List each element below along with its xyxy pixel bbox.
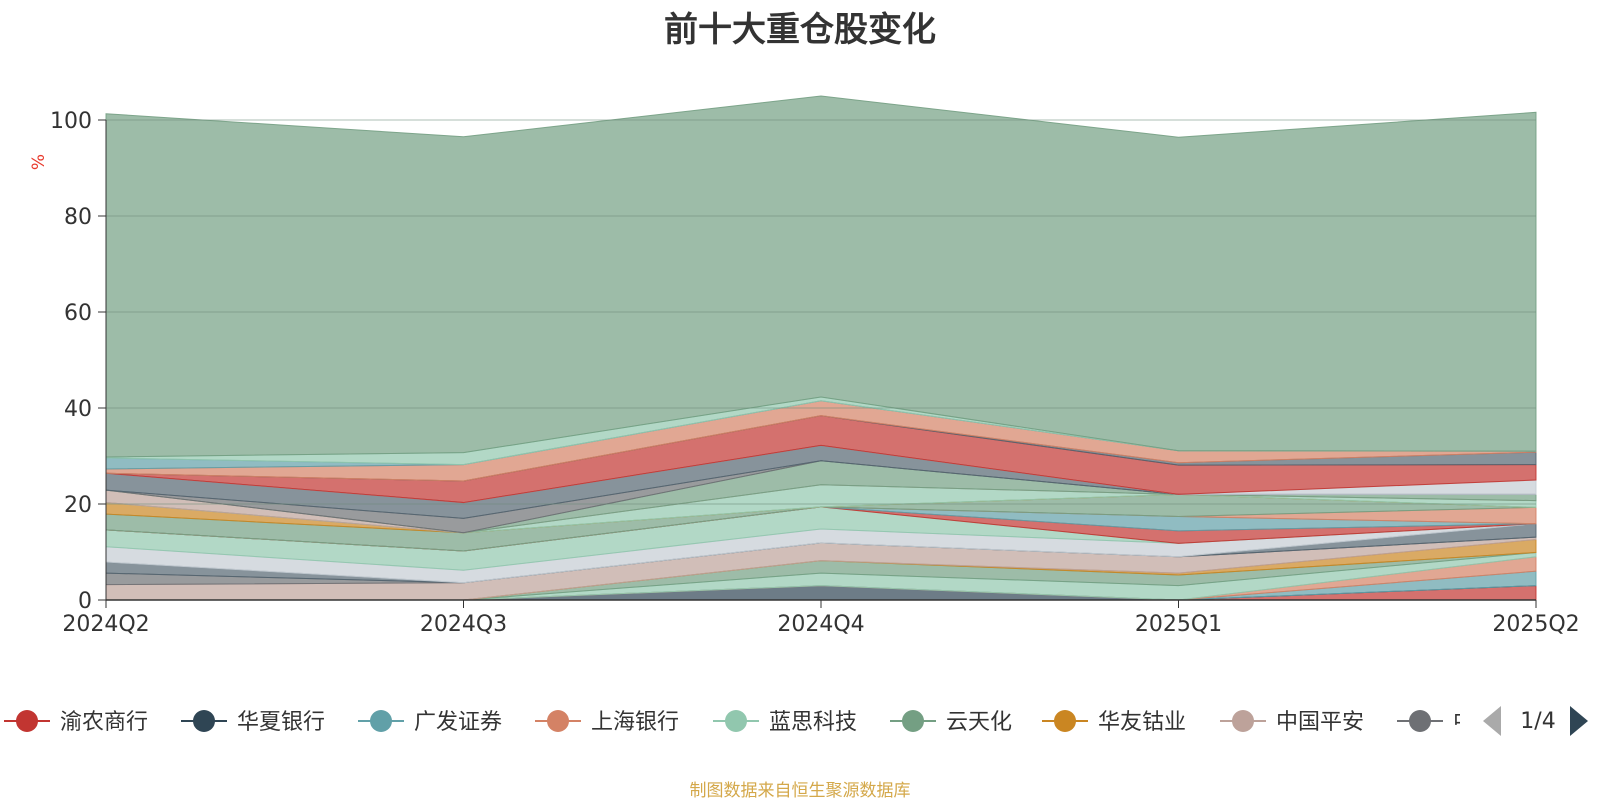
y-tick-label: 100 <box>50 109 92 134</box>
legend-label: 云天化 <box>946 710 1012 735</box>
legend-item[interactable]: 渝农商行 <box>4 710 148 735</box>
x-tick-label: 2024Q2 <box>62 612 149 637</box>
data-source-note: 制图数据来自恒生聚源数据库 <box>689 781 911 801</box>
legend-label: 蓝思科技 <box>769 710 857 735</box>
triangle-right-icon[interactable] <box>1570 706 1588 736</box>
legend-item[interactable]: 广发证券 <box>358 710 502 735</box>
legend-label: 中国平安 <box>1276 710 1364 735</box>
legend-label: 中国神华 <box>1453 710 1541 735</box>
y-tick-label: 20 <box>64 493 92 518</box>
legend-item[interactable]: 华夏银行 <box>181 710 325 735</box>
legend-label: 广发证券 <box>414 710 502 735</box>
legend-label: 华友钴业 <box>1098 710 1186 735</box>
legend-item[interactable]: 华友钴业 <box>1042 710 1186 735</box>
legend-marker-icon <box>1054 710 1076 732</box>
legend-item[interactable]: 中国平安 <box>1220 710 1364 735</box>
y-tick-label: 60 <box>64 301 92 326</box>
y-tick-label: 40 <box>64 397 92 422</box>
tick-labels: 0 20 40 60 80 100 2024Q2 2024Q3 2024Q4 2025Q1 2025… <box>50 109 1580 637</box>
legend: 渝农商行 华夏银行 广发证券 上海银行 蓝思科技 云天化 华友钴业 中国平安 中国神华 1/4 <box>0 700 1600 740</box>
legend-marker-icon <box>16 710 38 732</box>
x-tick-label: 2024Q3 <box>420 612 507 637</box>
axes <box>98 119 1537 608</box>
x-tick-label: 2024Q4 <box>777 612 864 637</box>
legend-marker-icon <box>1232 710 1254 732</box>
legend-item[interactable]: 上海银行 <box>535 710 679 735</box>
y-axis-unit: % <box>29 154 49 170</box>
legend-label: 渝农商行 <box>60 710 148 735</box>
legend-item[interactable]: 蓝思科技 <box>713 710 857 735</box>
x-tick-label: 2025Q1 <box>1135 612 1222 637</box>
legend-label: 华夏银行 <box>237 710 325 735</box>
legend-item[interactable]: 中国神华 <box>1397 710 1541 735</box>
series-layer <box>105 95 1537 601</box>
legend-marker-icon <box>725 710 747 732</box>
x-tick-label: 2025Q2 <box>1492 612 1579 637</box>
grid-lines <box>106 119 1536 505</box>
y-tick-label: 80 <box>64 205 92 230</box>
legend-label: 上海银行 <box>591 710 679 735</box>
y-tick-label: 0 <box>78 589 92 614</box>
area-chart: 0 20 40 60 80 100 2024Q2 2024Q3 2024Q4 2025Q1 2025… <box>29 95 1580 637</box>
chart-title: 前十大重仓股变化 <box>664 10 936 50</box>
legend-item[interactable]: 云天化 <box>890 710 1012 735</box>
legend-marker-icon <box>547 710 569 732</box>
legend-marker-icon <box>1409 710 1431 732</box>
series-area-28 <box>105 95 1537 458</box>
legend-marker-icon <box>193 710 215 732</box>
legend-page-indicator: 1/4 <box>1520 709 1555 734</box>
legend-marker-icon <box>902 710 924 732</box>
legend-marker-icon <box>370 710 392 732</box>
triangle-left-icon[interactable] <box>1483 706 1501 736</box>
